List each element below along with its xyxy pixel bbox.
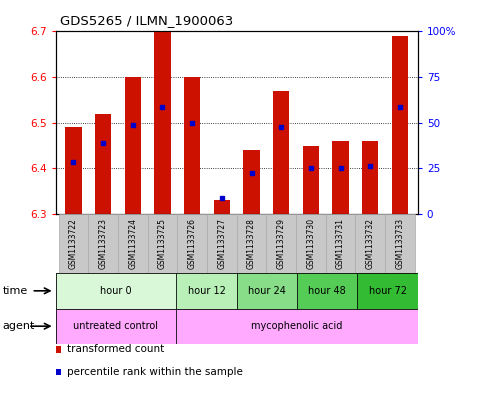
Text: hour 12: hour 12 [187,286,226,296]
Text: GSM1133733: GSM1133733 [396,218,404,269]
Bar [56,273,176,309]
Text: GSM1133730: GSM1133730 [306,218,315,269]
Bar [58,214,88,273]
Text: transformed count: transformed count [67,344,164,354]
Bar [237,273,297,309]
Bar [303,146,319,214]
Bar [154,31,170,214]
Text: GSM1133732: GSM1133732 [366,218,375,269]
Text: hour 72: hour 72 [369,286,407,296]
Bar [392,36,408,214]
Text: untreated control: untreated control [73,321,158,331]
Bar [88,214,118,273]
Text: hour 0: hour 0 [100,286,132,296]
Bar [266,214,296,273]
Bar [177,214,207,273]
Bar [296,214,326,273]
Bar [332,141,349,214]
Bar [125,77,141,214]
Bar [184,77,200,214]
Text: hour 48: hour 48 [308,286,346,296]
Text: GDS5265 / ILMN_1900063: GDS5265 / ILMN_1900063 [60,15,234,28]
Text: GSM1133729: GSM1133729 [277,218,286,269]
Text: GSM1133728: GSM1133728 [247,218,256,269]
Bar [65,127,82,214]
Text: hour 24: hour 24 [248,286,286,296]
Text: percentile rank within the sample: percentile rank within the sample [67,367,242,377]
Bar [207,214,237,273]
Text: mycophenolic acid: mycophenolic acid [251,321,343,331]
Text: GSM1133727: GSM1133727 [217,218,227,269]
Bar [362,141,379,214]
Text: agent: agent [2,321,35,331]
Bar [297,273,357,309]
Bar [273,91,289,214]
Bar [176,309,418,344]
Text: time: time [2,286,28,296]
Bar [243,150,260,214]
Bar [237,214,266,273]
Text: GSM1133724: GSM1133724 [128,218,137,269]
Bar [148,214,177,273]
Text: GSM1133731: GSM1133731 [336,218,345,269]
Bar [213,200,230,214]
Text: GSM1133723: GSM1133723 [99,218,108,269]
Bar [355,214,385,273]
Bar [326,214,355,273]
Bar [357,273,418,309]
Bar [176,273,237,309]
Text: GSM1133725: GSM1133725 [158,218,167,269]
Text: GSM1133722: GSM1133722 [69,218,78,269]
Bar [95,114,111,214]
Bar [56,309,176,344]
Bar [385,214,415,273]
Bar [118,214,148,273]
Text: GSM1133726: GSM1133726 [187,218,197,269]
